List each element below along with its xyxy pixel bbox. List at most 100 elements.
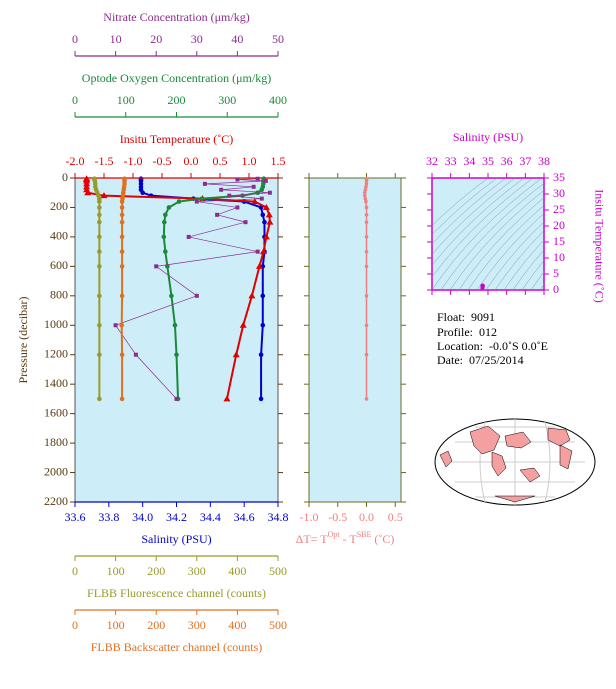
x-tick-label: 36 — [501, 154, 513, 168]
data-point — [262, 219, 267, 225]
x-tick-label: 0.5 — [213, 154, 228, 168]
data-point — [364, 199, 368, 204]
plot-area — [308, 177, 402, 503]
data-point — [364, 205, 369, 210]
x-tick-label: 400 — [228, 564, 246, 578]
density-contour — [432, 178, 534, 278]
data-point — [119, 249, 125, 254]
density-contour — [476, 212, 544, 290]
y-tick-label: 5 — [553, 266, 559, 280]
y-tick-label: 30 — [553, 186, 565, 200]
y-tick-label: 10 — [553, 250, 565, 264]
data-point — [364, 264, 369, 269]
x-tick-label: 34 — [463, 154, 475, 168]
data-point — [364, 397, 369, 401]
x-axis-title: Salinity (PSU) — [453, 130, 523, 144]
data-point — [260, 212, 266, 218]
density-contour — [458, 197, 544, 290]
x-tick-label: 34.4 — [200, 510, 221, 524]
density-contour — [432, 178, 516, 255]
density-contour — [467, 204, 544, 290]
data-point — [364, 294, 369, 298]
data-point — [169, 293, 174, 299]
data-point — [248, 292, 256, 299]
data-point — [119, 205, 125, 210]
data-point — [255, 249, 260, 254]
x-axis-title: Nitrate Concentration (μm/kg) — [103, 10, 249, 24]
data-point — [265, 211, 273, 218]
y-tick-label: 1600 — [44, 405, 68, 419]
data-point — [176, 199, 182, 204]
data-point — [219, 187, 224, 192]
data-point — [364, 220, 369, 224]
y-tick-label: 25 — [553, 202, 565, 216]
data-point — [239, 321, 247, 328]
y-tick-label: 15 — [553, 234, 565, 248]
x-tick-label: 35 — [482, 154, 494, 168]
x-tick-label: 37 — [519, 154, 531, 168]
x-tick-label: 40 — [231, 32, 243, 46]
data-point — [163, 249, 168, 254]
x-tick-label: 10 — [110, 32, 122, 46]
data-point — [97, 264, 102, 269]
data-point — [215, 212, 220, 217]
data-point — [119, 352, 125, 358]
info-date: Date: 07/25/2014 — [437, 353, 524, 367]
data-point — [133, 352, 138, 357]
data-point — [251, 198, 259, 205]
data-point — [266, 218, 274, 225]
data-point — [362, 190, 367, 195]
data-point — [259, 196, 264, 201]
y-tick-label: 600 — [50, 258, 68, 272]
data-point — [364, 235, 369, 239]
data-point — [362, 193, 367, 198]
y-tick-label: 1000 — [44, 317, 68, 331]
data-point — [194, 199, 199, 204]
x-axis-title: Optode Oxygen Concentration (μm/kg) — [82, 71, 271, 85]
plot-area — [431, 177, 545, 291]
data-point — [258, 352, 264, 358]
data-point — [174, 352, 179, 358]
data-point — [140, 190, 145, 196]
x-axis-title-part: - T — [340, 532, 358, 546]
info-float: Float: 9091 — [437, 310, 495, 324]
x-axis-title-part: Opt — [328, 530, 341, 539]
y-tick-label: 200 — [50, 199, 68, 213]
info-location: Location: -0.0˚S 0.0˚E — [437, 339, 548, 353]
density-contour — [503, 239, 544, 290]
data-point — [100, 192, 108, 199]
x-tick-label: 30 — [191, 32, 203, 46]
x-tick-label: 300 — [188, 564, 206, 578]
density-contour — [512, 249, 544, 290]
density-contour — [530, 271, 544, 290]
profile-line — [115, 178, 270, 400]
y-tick-label: 1200 — [44, 346, 68, 360]
data-point — [154, 264, 159, 269]
density-contour — [485, 221, 544, 290]
data-point — [97, 293, 102, 299]
density-contour — [432, 178, 543, 290]
x-tick-label: 33.6 — [65, 510, 86, 524]
x-tick-label: 34.2 — [166, 510, 187, 524]
data-point — [260, 293, 266, 299]
density-contours — [432, 178, 544, 290]
data-point — [235, 205, 240, 210]
x-tick-label: -1.5 — [95, 154, 114, 168]
data-point — [258, 396, 264, 402]
data-point — [172, 322, 178, 328]
x-tick-label: 400 — [269, 93, 287, 107]
y-tick-label: 800 — [50, 288, 68, 302]
data-point — [235, 177, 240, 182]
x-tick-label: 20 — [150, 32, 162, 46]
data-point — [262, 203, 270, 210]
x-tick-label: 38 — [538, 154, 550, 168]
x-tick-label: 1.5 — [271, 154, 286, 168]
data-point — [364, 185, 368, 189]
y-tick-label: 1800 — [44, 435, 68, 449]
x-tick-label: 300 — [218, 93, 236, 107]
x-tick-label: 0.5 — [388, 510, 403, 524]
data-point — [232, 351, 240, 358]
x-axis-title-part: SBE — [357, 530, 372, 539]
x-tick-label: 100 — [107, 618, 125, 632]
